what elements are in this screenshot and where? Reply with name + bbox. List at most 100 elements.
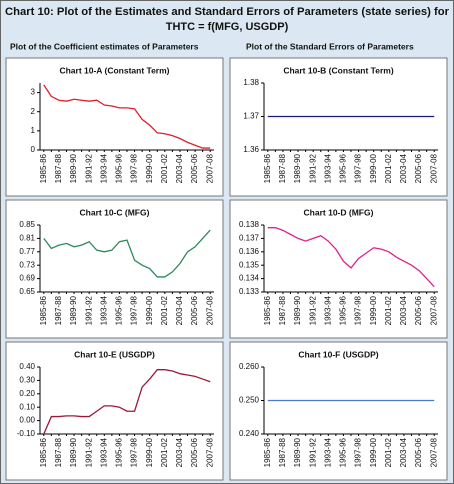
- x-tick-label: 1985-86: [263, 295, 272, 325]
- x-tick-label: 1993-94: [99, 153, 108, 183]
- x-tick-label: 2003-04: [175, 437, 184, 467]
- x-tick-label: 1987-88: [54, 153, 63, 183]
- y-tick-label: 0.260: [239, 362, 260, 371]
- x-tick-label: 2003-04: [175, 153, 184, 183]
- y-tick-label: 0.77: [19, 247, 35, 256]
- x-tick-label: 1989-90: [69, 295, 78, 325]
- x-tick-label: 1993-94: [99, 437, 108, 467]
- x-tick-label: 1995-96: [115, 295, 124, 325]
- x-tick-label: 1987-88: [278, 437, 287, 467]
- y-tick-label: 0.81: [19, 234, 35, 243]
- x-tick-label: 2005-06: [190, 437, 199, 467]
- x-tick-label: 1987-88: [278, 295, 287, 325]
- x-tick-label: 2007-08: [429, 437, 438, 467]
- x-tick-label: 2005-06: [414, 437, 423, 467]
- x-tick-label: 2001-02: [160, 437, 169, 467]
- x-tick-label: 1993-94: [323, 437, 332, 467]
- panel: [229, 199, 448, 339]
- y-tick-label: 0.138: [239, 220, 260, 229]
- y-tick-label: 0.136: [239, 247, 260, 256]
- x-tick-label: 2007-08: [205, 437, 214, 467]
- title-line: Chart 10: Plot of the Estimates and Stan…: [5, 6, 450, 18]
- x-tick-label: 1995-96: [115, 437, 124, 467]
- x-tick-label: 1991-92: [84, 153, 93, 183]
- chart-title: Chart 10-C (MFG): [80, 207, 150, 217]
- x-tick-label: 1999-00: [145, 437, 154, 467]
- x-tick-label: 2005-06: [414, 153, 423, 183]
- x-tick-label: 1999-00: [369, 295, 378, 325]
- panel: [5, 341, 224, 481]
- x-tick-label: 1989-90: [293, 437, 302, 467]
- x-tick-label: 1985-86: [39, 295, 48, 325]
- x-tick-label: 2001-02: [384, 295, 393, 325]
- x-tick-label: 1991-92: [308, 153, 317, 183]
- x-tick-label: 2007-08: [429, 295, 438, 325]
- x-tick-label: 1997-98: [130, 295, 139, 325]
- y-tick-label: 0.135: [239, 260, 260, 269]
- x-tick-label: 1997-98: [354, 437, 363, 467]
- x-tick-label: 2005-06: [190, 153, 199, 183]
- y-tick-label: 1.37: [243, 112, 259, 121]
- panel: [229, 341, 448, 481]
- y-tick-label: 0.134: [239, 274, 260, 283]
- x-tick-label: 1991-92: [308, 295, 317, 325]
- x-tick-label: 2007-08: [205, 153, 214, 183]
- y-tick-label: 0.20: [19, 389, 35, 398]
- x-tick-label: 1991-92: [84, 437, 93, 467]
- y-tick-label: 0.65: [19, 287, 35, 296]
- y-tick-label: 0.240: [239, 429, 260, 438]
- y-tick-label: 0.85: [19, 220, 35, 229]
- x-tick-label: 1989-90: [293, 153, 302, 183]
- x-tick-label: 1997-98: [130, 153, 139, 183]
- data-line: [267, 227, 435, 288]
- x-tick-label: 1995-96: [339, 437, 348, 467]
- x-tick-label: 1989-90: [69, 153, 78, 183]
- x-tick-label: 1997-98: [354, 153, 363, 183]
- y-tick-label: 0.73: [19, 260, 35, 269]
- chart-title: Chart 10-D (MFG): [304, 207, 374, 217]
- chart-title: Chart 10-B (Constant Term): [283, 65, 394, 75]
- data-line: [43, 369, 211, 435]
- x-tick-label: 2001-02: [160, 295, 169, 325]
- x-tick-label: 1997-98: [354, 295, 363, 325]
- y-tick-label: 0.133: [239, 287, 260, 296]
- x-tick-label: 2007-08: [429, 153, 438, 183]
- x-tick-label: 1987-88: [54, 437, 63, 467]
- chart-title: Chart 10-A (Constant Term): [59, 65, 169, 75]
- x-tick-label: 1995-96: [339, 153, 348, 183]
- x-tick-label: 1995-96: [339, 295, 348, 325]
- data-line: [43, 84, 211, 149]
- x-tick-label: 2005-06: [190, 295, 199, 325]
- y-tick-label: 0.137: [239, 234, 260, 243]
- y-tick-label: 0: [31, 145, 36, 154]
- x-tick-label: 2005-06: [414, 295, 423, 325]
- x-tick-label: 1999-00: [369, 153, 378, 183]
- y-tick-label: 1.38: [243, 78, 259, 87]
- x-tick-label: 1991-92: [308, 437, 317, 467]
- x-tick-label: 2001-02: [160, 153, 169, 183]
- panel: [5, 57, 224, 197]
- x-tick-label: 1999-00: [145, 295, 154, 325]
- data-line: [43, 229, 211, 278]
- x-tick-label: 2003-04: [399, 437, 408, 467]
- x-tick-label: 1985-86: [263, 437, 272, 467]
- y-tick-label: 0.40: [19, 362, 35, 371]
- x-tick-label: 1995-96: [115, 153, 124, 183]
- x-tick-label: 2003-04: [399, 295, 408, 325]
- x-tick-label: 1985-86: [39, 153, 48, 183]
- x-tick-label: 1989-90: [293, 295, 302, 325]
- x-tick-label: 1987-88: [278, 153, 287, 183]
- chart-title: Chart 10-E (USGDP): [74, 349, 155, 359]
- y-tick-label: 0.69: [19, 274, 35, 283]
- x-tick-label: 1993-94: [99, 295, 108, 325]
- y-tick-label: 1: [31, 126, 36, 135]
- y-tick-label: -0.10: [17, 429, 36, 438]
- x-tick-label: 1991-92: [84, 295, 93, 325]
- x-tick-label: 1989-90: [69, 437, 78, 467]
- chart-title: Chart 10-F (USGDP): [298, 349, 378, 359]
- panel: [229, 57, 448, 197]
- x-tick-label: 1985-86: [39, 437, 48, 467]
- x-tick-label: 2001-02: [384, 437, 393, 467]
- x-tick-label: 2003-04: [175, 295, 184, 325]
